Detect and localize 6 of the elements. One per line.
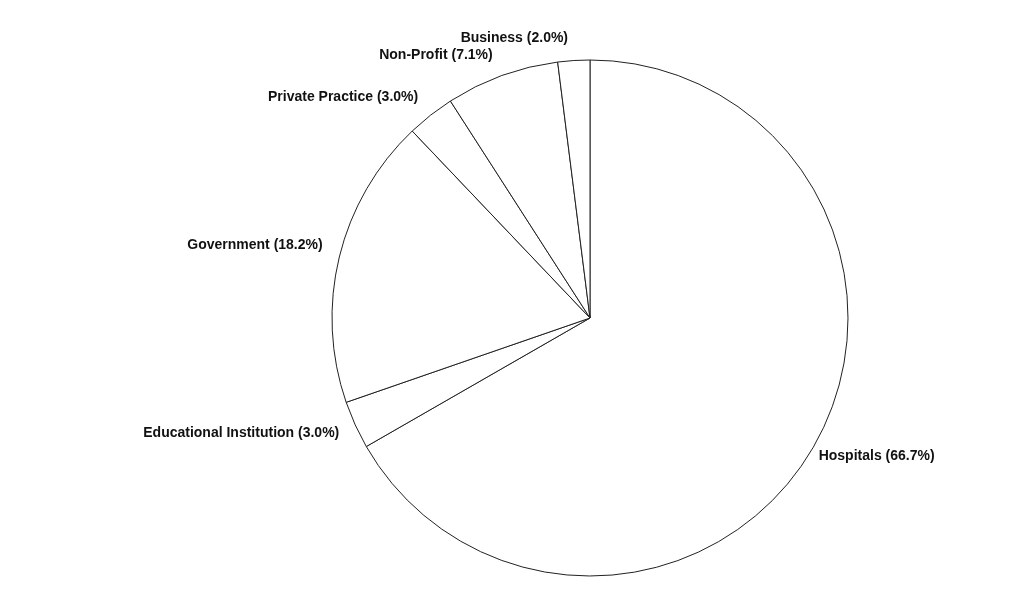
slice-label: Educational Institution (3.0%) xyxy=(143,423,340,440)
slice-label: Hospitals (66.7%) xyxy=(818,447,935,464)
slice-label: Non-Profit (7.1%) xyxy=(379,46,493,63)
slice-label: Private Practice (3.0%) xyxy=(267,87,419,104)
slice-label: Business (2.0%) xyxy=(460,29,569,46)
slice-label: Government (18.2%) xyxy=(187,236,323,253)
